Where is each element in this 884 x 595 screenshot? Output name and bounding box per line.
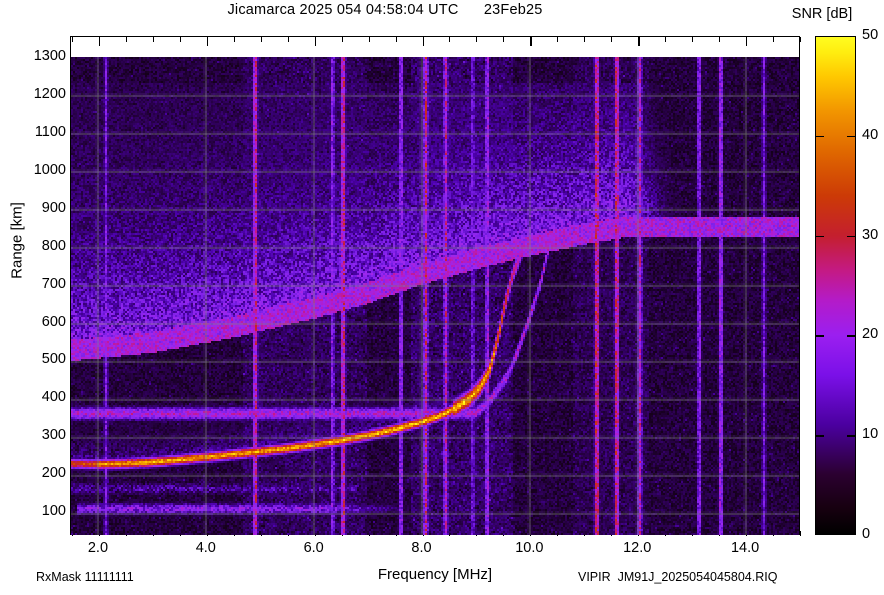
y-tick-label: 300	[41, 427, 66, 444]
y-tick-label: 500	[41, 351, 66, 368]
axis-tick-mark	[800, 37, 801, 42]
y-tick-label: 1100	[34, 123, 66, 140]
axis-tick-mark	[449, 37, 451, 42]
axis-tick-mark	[476, 37, 478, 42]
x-tick-label: 4.0	[195, 540, 216, 556]
colorbar-tick-mark	[816, 235, 824, 237]
y-tick-label: 800	[41, 237, 66, 254]
axis-tick-mark	[206, 37, 208, 42]
axis-tick-mark	[125, 37, 127, 42]
axis-tick-mark	[719, 37, 721, 42]
axis-tick-mark	[800, 531, 801, 536]
page-title: Jicamarca 2025 054 04:58:04 UTC 23Feb25	[227, 2, 543, 18]
colorbar-tick-mark	[847, 235, 855, 237]
y-tick-label: 1000	[33, 161, 66, 178]
axis-tick-mark	[395, 37, 397, 42]
axis-tick-mark	[773, 37, 775, 42]
x-axis-tick-labels: 2.0 4.0 6.0 8.0 10.0 12.0 14.0	[0, 540, 884, 560]
colorbar-tick-label: 40	[862, 126, 879, 143]
y-tick-label: 600	[41, 313, 66, 330]
axis-tick-mark	[233, 37, 235, 42]
colorbar-tick-label: 10	[862, 426, 879, 443]
axis-tick-mark	[692, 37, 694, 42]
axis-tick-mark	[98, 37, 100, 42]
x-tick-label: 8.0	[411, 540, 432, 556]
x-tick-label: 12.0	[623, 540, 652, 556]
axis-tick-mark	[72, 37, 73, 42]
x-tick-label: 10.0	[515, 540, 544, 556]
x-tick-label: 2.0	[87, 540, 109, 556]
snr-colorbar	[815, 36, 856, 535]
axis-tick-mark	[746, 37, 748, 42]
axis-tick-mark	[503, 37, 505, 42]
axis-tick-mark	[179, 37, 181, 42]
axis-tick-mark	[611, 37, 613, 42]
y-tick-label: 900	[41, 199, 66, 216]
colorbar-tick-label: 30	[862, 226, 879, 243]
axis-tick-mark	[368, 37, 370, 42]
axis-tick-mark	[341, 37, 343, 42]
instrument-file-label: VIPIR JM91J_2025054045804.RIQ	[578, 570, 778, 584]
axis-tick-mark	[152, 37, 154, 42]
colorbar-tick-label: 20	[862, 326, 879, 343]
y-tick-label: 700	[41, 275, 66, 292]
y-tick-label: 1200	[33, 85, 66, 102]
rxmask-label: RxMask 11111111	[36, 570, 134, 584]
axis-tick-mark	[665, 37, 667, 42]
axis-tick-mark	[314, 37, 316, 42]
ionogram-heatmap[interactable]	[71, 57, 799, 535]
colorbar-tick-label: 50	[862, 27, 879, 43]
axis-tick-mark	[530, 37, 532, 42]
colorbar-title: SNR [dB]	[791, 6, 853, 22]
colorbar-tick-mark	[816, 335, 824, 337]
colorbar-tick-mark	[847, 135, 855, 138]
x-axis-label: Frequency [MHz]	[377, 566, 493, 583]
y-tick-label: 200	[41, 465, 66, 482]
axis-tick-mark	[287, 37, 289, 42]
colorbar-tick-label: 0	[862, 526, 871, 542]
axis-tick-mark	[557, 37, 559, 42]
y-tick-label: 1300	[33, 48, 66, 64]
x-tick-label: 6.0	[303, 540, 324, 556]
axis-tick-mark	[260, 37, 262, 42]
colorbar-tick-mark	[816, 435, 824, 437]
axis-tick-mark	[638, 37, 640, 42]
colorbar-tick-mark	[816, 135, 824, 138]
colorbar-tick-mark	[847, 335, 855, 337]
x-tick-label: 14.0	[730, 540, 760, 556]
y-tick-label: 100	[41, 503, 66, 520]
axis-tick-mark	[584, 37, 586, 42]
axis-tick-mark	[422, 37, 424, 42]
y-tick-label: 400	[41, 389, 66, 406]
y-axis-tick-labels: 100 200 300 400 500 600 700 800 900 1000 1100 1200 1…	[0, 36, 66, 535]
colorbar-tick-mark	[847, 435, 855, 437]
